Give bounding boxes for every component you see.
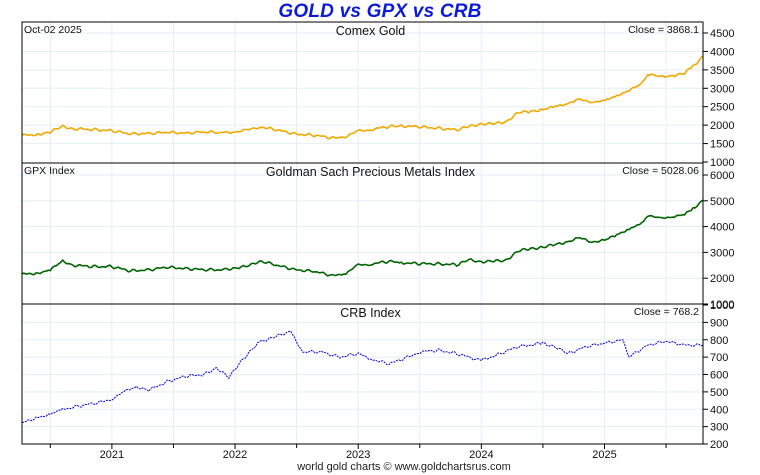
panel-title: Goldman Sach Precious Metals Index (266, 165, 476, 179)
close-label: Close = 3868.1 (628, 24, 699, 36)
y-tick-label: 500 (710, 387, 728, 399)
series-line-gpx-index (21, 199, 704, 277)
y-tick-label: 600 (710, 370, 728, 382)
y-tick-label: 2000 (710, 273, 734, 285)
panel-frame (21, 162, 704, 305)
y-tick-label: 4500 (710, 28, 734, 40)
y-tick-label: 6000 (710, 170, 734, 182)
y-tick-label: 5000 (710, 196, 734, 208)
y-tick-label: 400 (710, 404, 728, 416)
y-tick-label: 3000 (710, 83, 734, 95)
y-tick-label: 2500 (710, 102, 734, 114)
footer-credit: world gold charts © www.goldchartsrus.co… (297, 461, 511, 473)
panel-title: Comex Gold (336, 24, 406, 38)
y-tick-label: 700 (710, 352, 728, 364)
y-tick-label: 1000 (710, 157, 734, 169)
y-tick-label: 1000 (710, 300, 734, 312)
series-line-comex-gold (21, 55, 704, 140)
close-label: Close = 768.2 (634, 306, 699, 318)
panel-frame (21, 21, 704, 164)
series-line-crb-index (21, 330, 704, 423)
y-tick-label: 3000 (710, 247, 734, 259)
panel-title: CRB Index (340, 306, 401, 320)
x-tick-label: 2024 (469, 449, 493, 461)
y-tick-label: 1500 (710, 139, 734, 151)
x-tick-label: 2023 (346, 449, 370, 461)
y-tick-label: 300 (710, 422, 728, 434)
x-tick-label: 2022 (223, 449, 247, 461)
corner-label: Oct-02 2025 (24, 24, 82, 36)
chart-title: GOLD vs GPX vs CRB (278, 1, 482, 22)
x-tick-label: 2021 (100, 449, 124, 461)
y-tick-label: 4000 (710, 222, 734, 234)
y-tick-label: 800 (710, 335, 728, 347)
close-label: Close = 5028.06 (622, 165, 699, 177)
y-tick-label: 4000 (710, 46, 734, 58)
y-tick-label: 200 (710, 439, 728, 451)
y-tick-label: 2000 (710, 120, 734, 132)
y-tick-label: 900 (710, 317, 728, 329)
corner-label: GPX Index (24, 165, 76, 177)
x-tick-label: 2025 (592, 449, 616, 461)
y-tick-label: 1000 (710, 299, 734, 311)
y-tick-label: 3500 (710, 65, 734, 77)
